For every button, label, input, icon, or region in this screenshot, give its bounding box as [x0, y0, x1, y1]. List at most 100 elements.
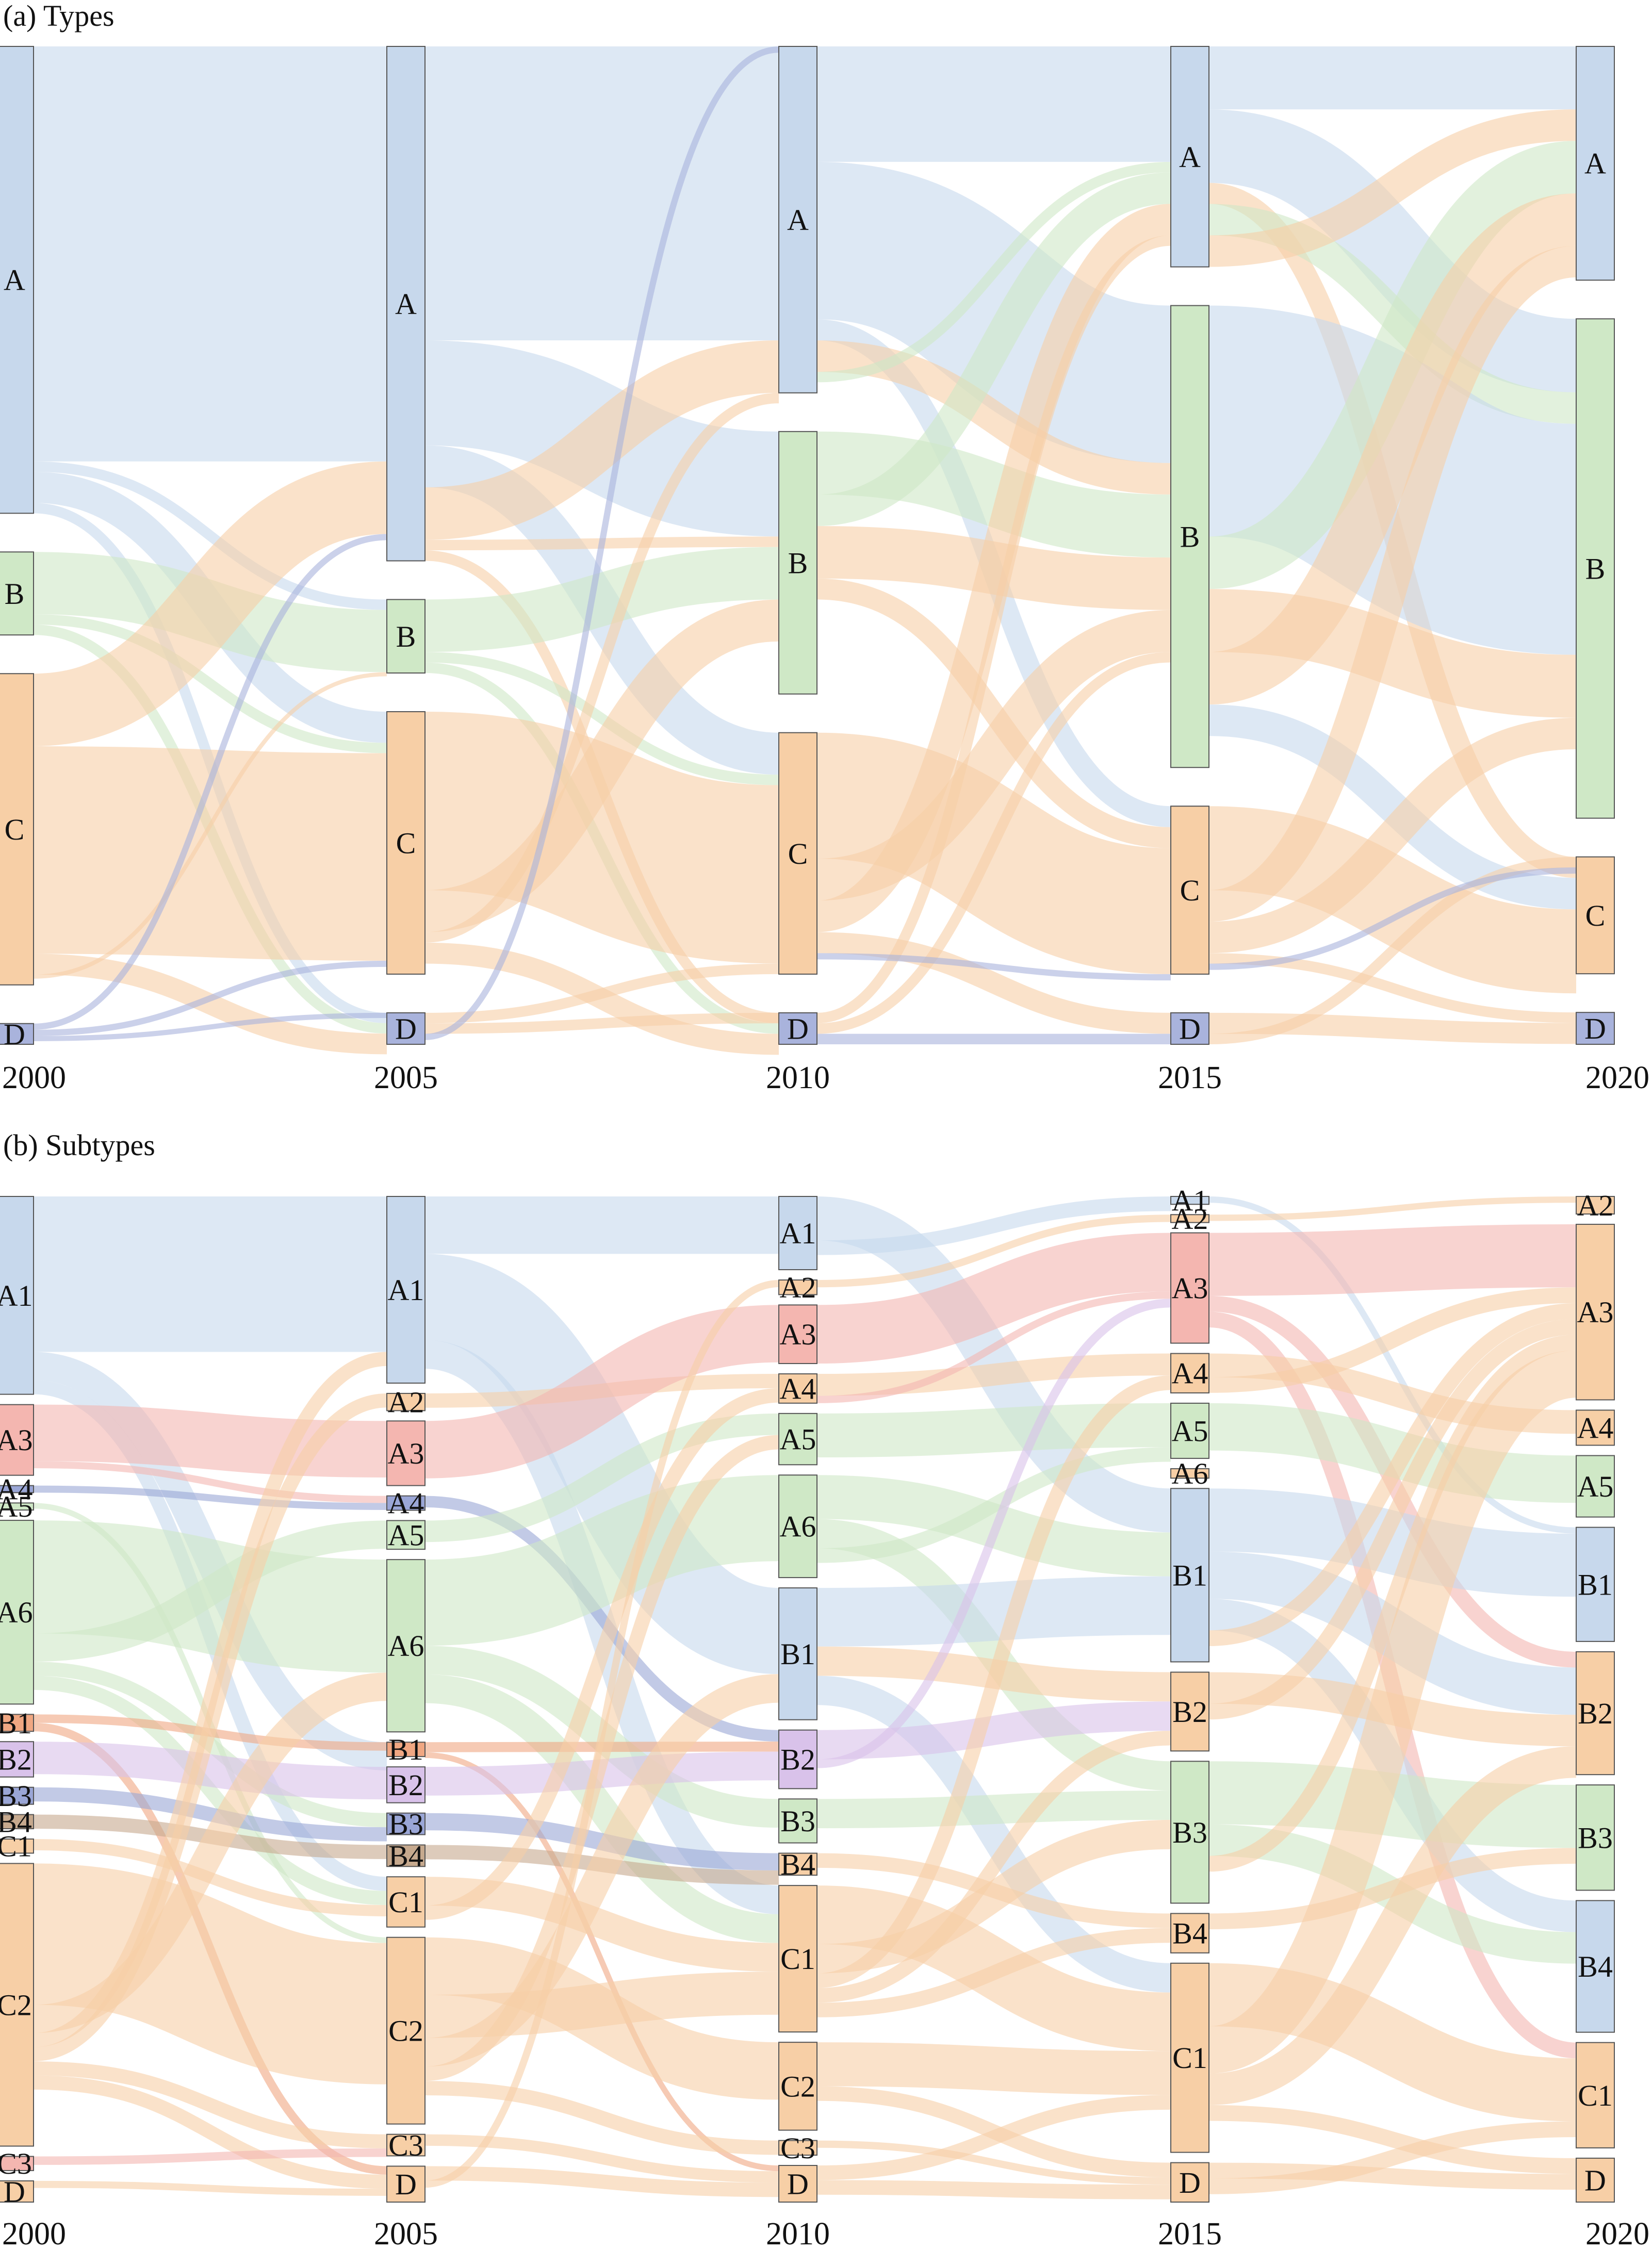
flow-band	[816, 1353, 1171, 1396]
flow-band	[816, 1403, 1171, 1458]
flow-band	[1208, 1403, 1577, 1503]
flow-band	[816, 1196, 1171, 1255]
flow-band	[424, 46, 779, 1040]
node-label: B1	[388, 1733, 423, 1766]
flow-band	[1208, 1848, 1577, 1929]
node-b4	[778, 1852, 817, 1876]
flow-band	[816, 578, 1171, 848]
node-b1	[1576, 1526, 1615, 1642]
flow-band	[1208, 717, 1577, 954]
node-label: A1	[1172, 1184, 1208, 1218]
flow-band	[815, 161, 1173, 463]
node-b1	[1170, 1488, 1209, 1663]
node-label: B1	[1172, 1558, 1207, 1592]
node-d	[778, 2164, 817, 2203]
node-a2	[1576, 1196, 1615, 1215]
node-a1	[0, 1196, 34, 1395]
node-label: A3	[1172, 1272, 1208, 1305]
node-b	[386, 599, 426, 674]
flow-band	[816, 1375, 1171, 1988]
node-label: B1	[1578, 1568, 1613, 1601]
node-label: B2	[1578, 1697, 1613, 1730]
flow-band	[424, 392, 779, 943]
node-label: A3	[780, 1318, 816, 1351]
node-label: A6	[780, 1510, 816, 1544]
flow-band	[424, 1972, 779, 2038]
node-a6	[1170, 1468, 1209, 1479]
node-a6	[778, 1474, 817, 1579]
node-a1	[778, 1196, 817, 1271]
flow-band	[816, 172, 1171, 526]
node-b4	[0, 1814, 34, 1830]
node-d	[1170, 2162, 1209, 2203]
node-label: B	[396, 620, 416, 653]
flow-band	[423, 1254, 781, 1675]
flow-band	[816, 1233, 1171, 1364]
node-label: A2	[780, 1271, 816, 1304]
node-label: C3	[780, 2131, 815, 2165]
node-b4	[386, 1844, 426, 1867]
flow-band	[816, 2042, 1171, 2095]
node-c	[1576, 856, 1615, 975]
flow-band	[33, 746, 387, 961]
flow-band	[33, 1676, 387, 1906]
flow-band	[424, 1475, 779, 1646]
flow-band	[1208, 2121, 1577, 2194]
flow-band	[1207, 193, 1578, 705]
flow-band	[1208, 1287, 1577, 1393]
node-label: C	[1585, 899, 1606, 932]
flow-band	[424, 1674, 779, 1943]
year-label: 2010	[766, 1060, 830, 1095]
node-label: B4	[1578, 1950, 1613, 1983]
node-b	[1170, 305, 1209, 768]
flow-band	[1208, 704, 1577, 910]
node-a	[1576, 46, 1615, 281]
flow-band	[33, 534, 387, 1030]
year-label: 2005	[374, 1060, 438, 1095]
flow-band	[816, 161, 1171, 383]
flow-band	[816, 1676, 1171, 1993]
node-a4	[778, 1373, 817, 1404]
node-a4	[1170, 1353, 1209, 1393]
flow-band	[33, 1742, 387, 1800]
flow-band	[816, 204, 1172, 932]
flow-band	[816, 235, 1171, 1024]
node-a5	[778, 1413, 817, 1466]
node-label: C2	[388, 2014, 423, 2048]
node-label: C	[1180, 874, 1200, 907]
flow-band	[424, 599, 779, 932]
flow-band	[1208, 1746, 1577, 2105]
node-label: A4	[1577, 1411, 1614, 1444]
node-label: B2	[0, 1743, 32, 1776]
panel-a-sankey: A B C D A B C D A B C D A B C D A B C D 2000 2005 2010 2015 2020	[0, 46, 1649, 1095]
node-label: A	[4, 264, 25, 297]
node-label: B1	[780, 1637, 815, 1671]
node-label: B2	[1172, 1695, 1207, 1729]
flow-band	[816, 2180, 1171, 2199]
node-b3	[1576, 1784, 1615, 1891]
year-label: 2020	[1585, 1060, 1649, 1095]
node-label: A6	[0, 1596, 32, 1629]
node-label: D	[1179, 1012, 1201, 1045]
node-d	[778, 1012, 817, 1045]
node-label: B4	[1172, 1917, 1207, 1950]
node-label: A6	[1172, 1457, 1208, 1490]
node-label: A5	[780, 1423, 816, 1456]
node-label: D	[395, 1012, 417, 1045]
flow-band	[1208, 1334, 1577, 1872]
node-a5	[0, 1502, 34, 1511]
node-label: A4	[1172, 1357, 1208, 1390]
flow-band	[33, 2148, 387, 2165]
node-label: B4	[388, 1839, 423, 1873]
node-c3	[778, 2140, 817, 2156]
node-label: C	[396, 826, 416, 860]
node-d	[1170, 1012, 1209, 1045]
node-label: D	[1179, 2166, 1201, 2199]
node-a2	[1170, 1214, 1209, 1223]
flow-band	[33, 1485, 387, 1511]
year-label: 2015	[1158, 1060, 1222, 1095]
flow-band	[424, 963, 779, 1024]
node-b1	[0, 1714, 34, 1732]
flow-band	[1208, 141, 1577, 589]
flow-band	[424, 1280, 779, 2188]
